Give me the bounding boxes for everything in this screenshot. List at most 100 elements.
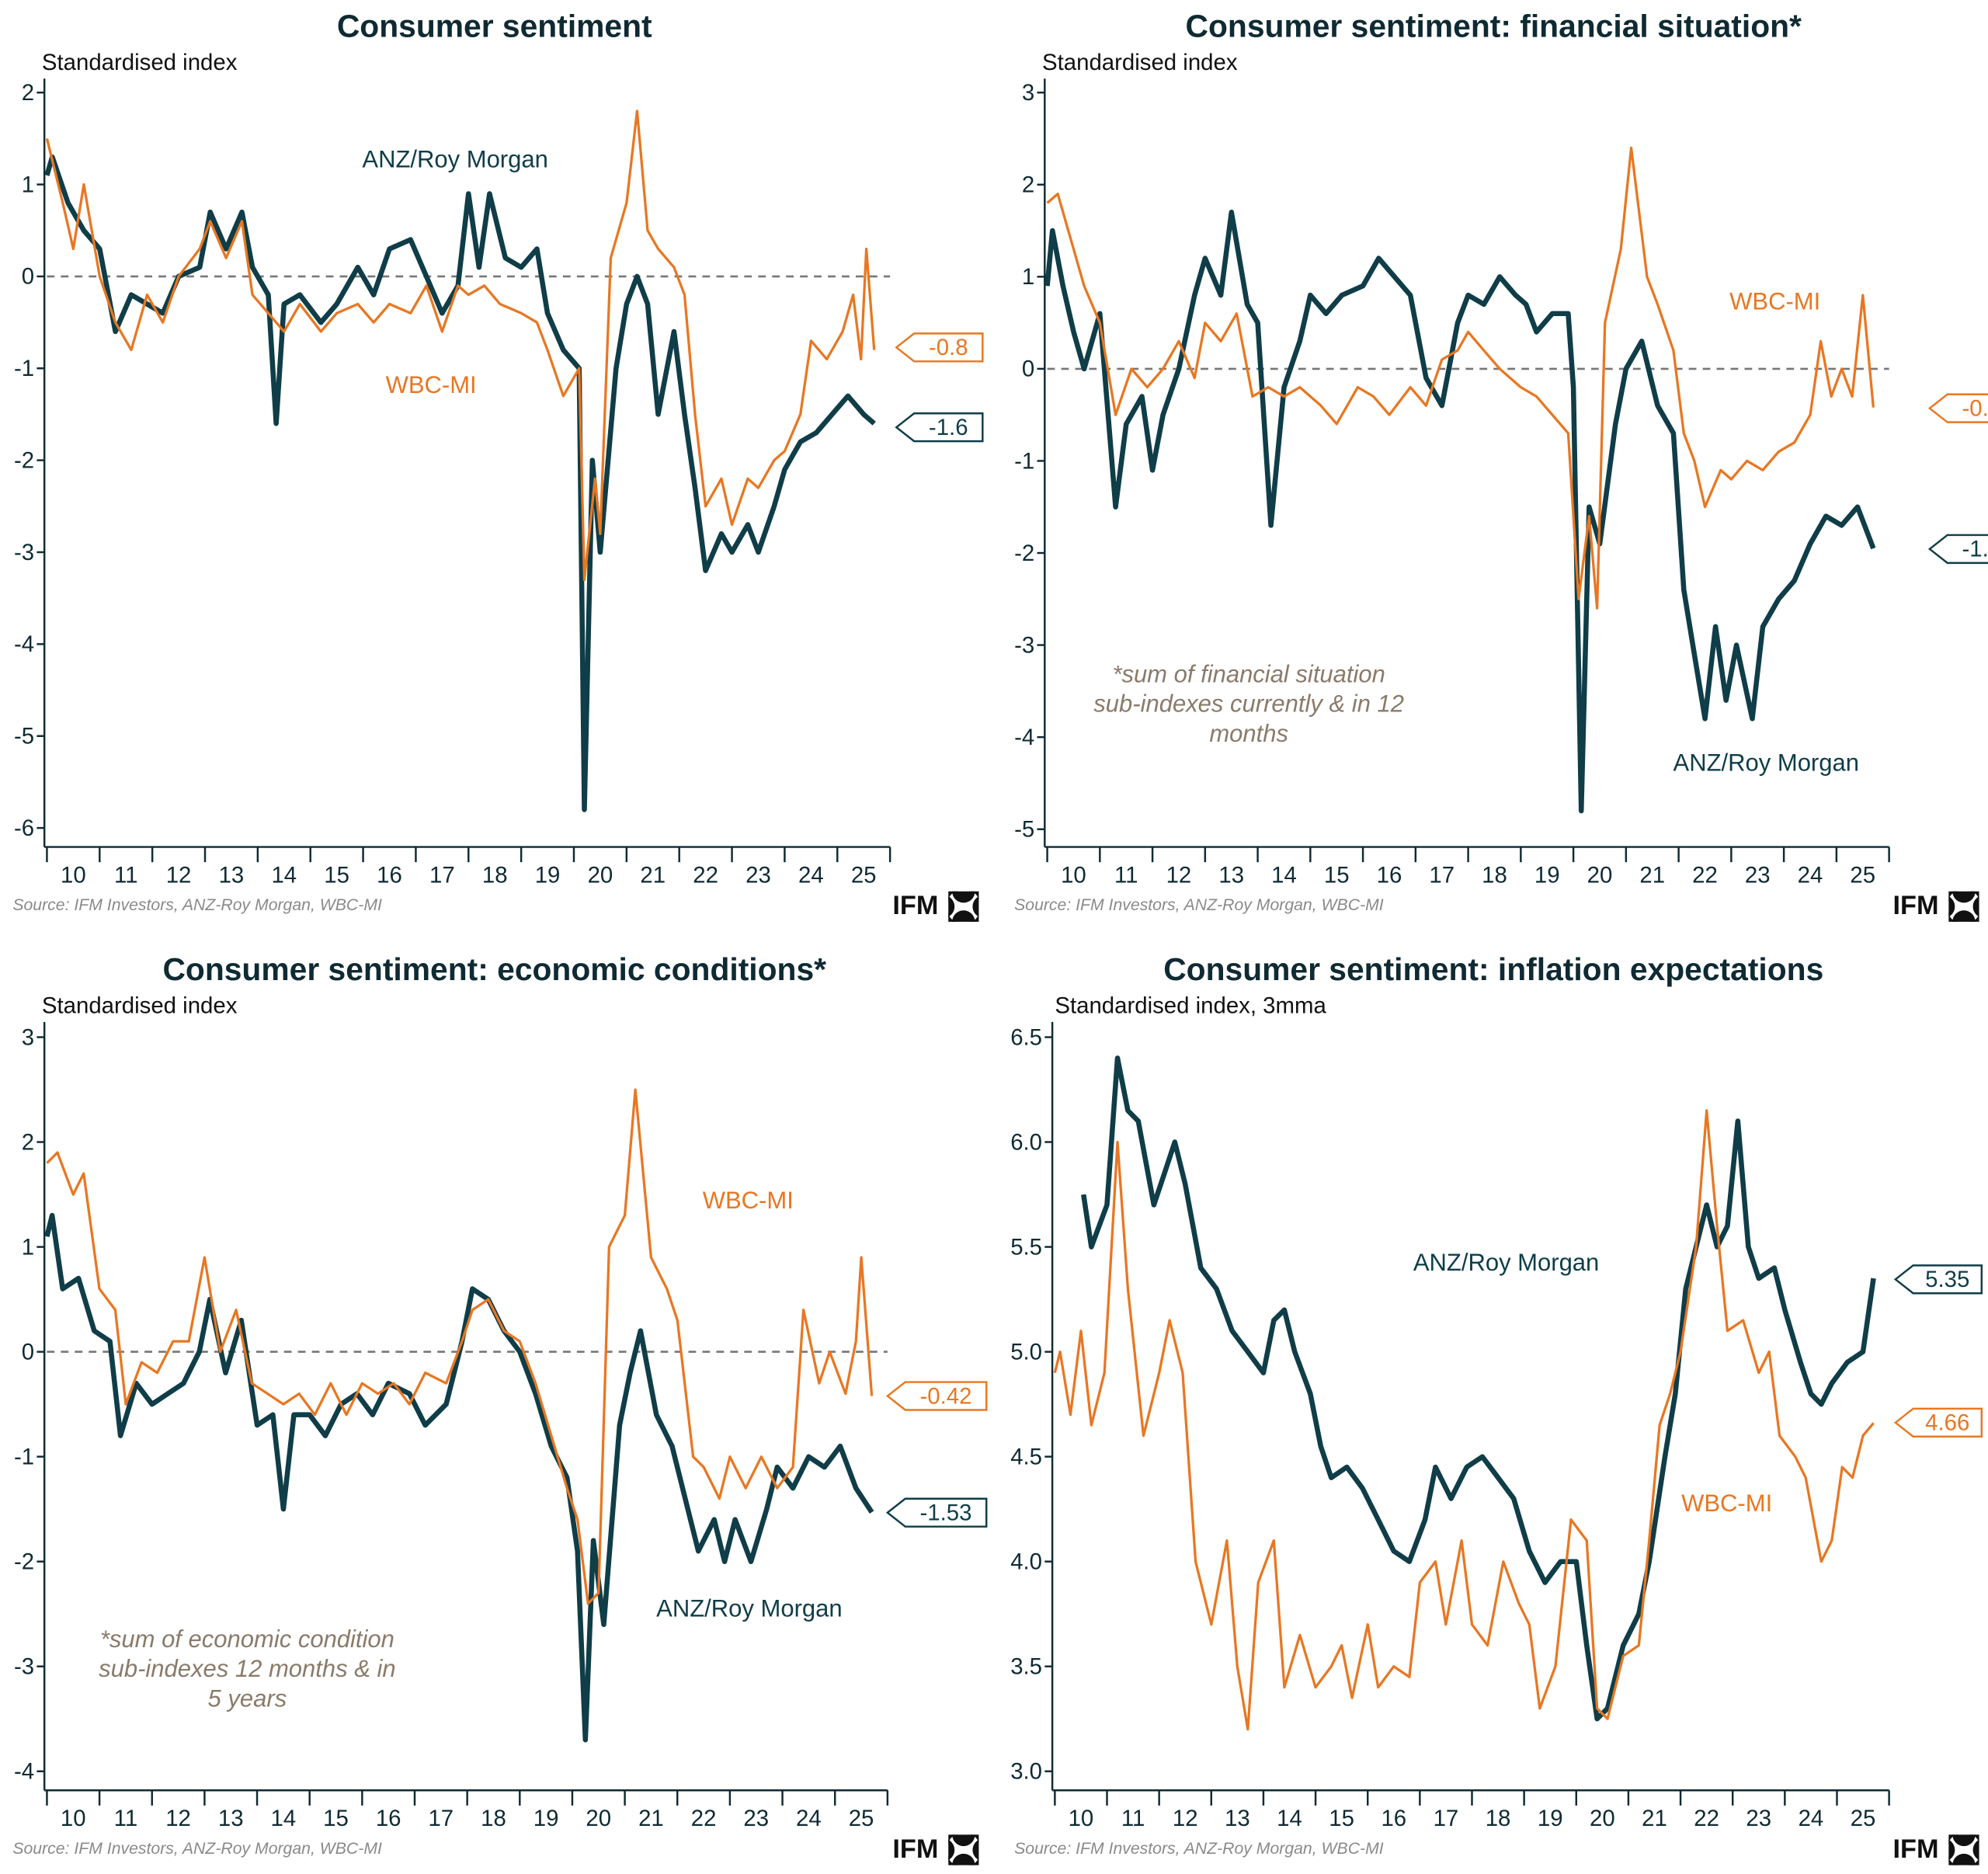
- x-tick-label: 15: [1324, 862, 1350, 888]
- series-line-anz: [1044, 210, 1876, 814]
- chart-panel-4: Consumer sentiment: inflation expectatio…: [1010, 951, 1983, 1865]
- footnote-line: sub-indexes 12 months & in: [99, 1655, 396, 1682]
- x-tick-label: 21: [1642, 1806, 1667, 1831]
- x-tick-label: 23: [743, 1806, 769, 1831]
- y-tick-label: 4.0: [1010, 1549, 1042, 1574]
- series-line-wbc: [1046, 146, 1875, 610]
- end-value-label-anz: -1.53: [919, 1500, 971, 1526]
- source-note: Source: IFM Investors, ANZ-Roy Morgan, W…: [1014, 1840, 1384, 1858]
- x-tick-label: 12: [1173, 1806, 1198, 1831]
- y-tick-label: -1: [1014, 448, 1034, 474]
- y-tick-label: 1: [22, 1234, 34, 1260]
- chart-title: Consumer sentiment: economic conditions*: [162, 951, 826, 987]
- x-tick-label: 13: [1218, 862, 1244, 888]
- ifm-logo: IFM: [1893, 891, 1979, 922]
- x-tick-label: 22: [691, 1806, 717, 1831]
- x-tick-label: 13: [218, 1806, 244, 1831]
- y-tick-label: -4: [1014, 725, 1034, 750]
- x-tick-label: 19: [1534, 862, 1560, 888]
- series-line-anz: [44, 154, 876, 812]
- ifm-logo: IFM: [892, 891, 979, 922]
- ifm-logo-mark-icon: [1948, 1834, 1979, 1865]
- x-tick-label: 17: [1429, 862, 1455, 888]
- series-label-wbc: WBC-MI: [1681, 1490, 1772, 1517]
- x-tick-label: 15: [323, 1806, 349, 1831]
- x-tick-label: 24: [796, 1806, 822, 1831]
- x-tick-label: 20: [588, 862, 613, 888]
- series-line-wbc: [1053, 1109, 1875, 1731]
- x-tick-label: 22: [693, 862, 718, 888]
- footnote-line: sub-indexes currently & in 12: [1093, 690, 1404, 718]
- x-tick-label: 19: [1538, 1806, 1563, 1831]
- x-tick-label: 23: [1746, 1806, 1771, 1831]
- y-tick-label: 3: [22, 1024, 34, 1050]
- ifm-logo-mark-icon: [948, 891, 979, 922]
- x-tick-label: 24: [1799, 1806, 1824, 1831]
- y-tick-label: 5.5: [1010, 1234, 1042, 1260]
- source-note: Source: IFM Investors, ANZ-Roy Morgan, W…: [12, 896, 382, 914]
- y-tick-label: -4: [14, 1759, 34, 1785]
- x-tick-label: 18: [481, 1806, 506, 1831]
- y-tick-label: -3: [1014, 632, 1034, 658]
- series-label-anz: ANZ/Roy Morgan: [1673, 749, 1859, 777]
- x-tick-label: 17: [429, 862, 455, 888]
- x-tick-label: 23: [746, 862, 771, 888]
- y-tick-label: 0: [22, 1339, 34, 1365]
- y-tick-label: -5: [14, 724, 34, 749]
- y-axis-label: Standardised index, 3mma: [1055, 993, 1326, 1018]
- logo-halves: [948, 1834, 979, 1865]
- y-tick-label: -1: [14, 356, 34, 381]
- y-tick-label: -2: [14, 447, 34, 473]
- y-tick-label: 0: [22, 264, 34, 290]
- x-tick-label: 14: [271, 1806, 297, 1831]
- series-line-anz: [1081, 1055, 1876, 1722]
- x-tick-label: 11: [114, 862, 138, 888]
- x-tick-label: 20: [1590, 1806, 1615, 1831]
- y-tick-label: 2: [22, 80, 34, 106]
- logo-halves: [1948, 891, 1979, 922]
- chart-panel-2: Consumer sentiment: financial situation*…: [1014, 8, 1988, 922]
- x-tick-label: 23: [1745, 862, 1771, 888]
- end-value-label-wbc: -0.8: [929, 335, 968, 360]
- x-tick-label: 18: [1486, 1806, 1511, 1831]
- ifm-logo: IFM: [892, 1834, 979, 1865]
- end-value-tag-anz: [1927, 534, 1988, 565]
- x-tick-label: 25: [851, 862, 877, 888]
- x-tick-label: 16: [1377, 862, 1402, 888]
- x-tick-label: 17: [428, 1806, 454, 1831]
- logo-halves: [1948, 1834, 1979, 1865]
- y-tick-label: 5.0: [1010, 1339, 1042, 1365]
- series-label-wbc: WBC-MI: [386, 371, 477, 398]
- series-line-wbc: [45, 110, 876, 582]
- ifm-logo-text: IFM: [892, 891, 938, 920]
- x-tick-label: 15: [1329, 1806, 1354, 1831]
- end-value-tag-anz: [895, 412, 984, 443]
- end-value-label-wbc: -0.42: [1962, 395, 1988, 421]
- ifm-logo: IFM: [1893, 1834, 1979, 1865]
- footnote-line: 5 years: [208, 1685, 287, 1712]
- chart-title: Consumer sentiment: inflation expectatio…: [1163, 951, 1823, 987]
- series-label-anz: ANZ/Roy Morgan: [656, 1595, 842, 1622]
- x-tick-label: 14: [1277, 1806, 1302, 1831]
- y-tick-label: 1: [22, 172, 34, 197]
- x-tick-label: 12: [166, 862, 192, 888]
- x-tick-label: 10: [1061, 862, 1086, 888]
- x-tick-label: 25: [1850, 862, 1875, 888]
- x-tick-label: 10: [61, 1806, 86, 1831]
- y-tick-label: 2: [1022, 172, 1034, 198]
- end-value-label-anz: 5.35: [1925, 1267, 1969, 1292]
- y-tick-label: -2: [1014, 541, 1034, 566]
- y-tick-label: 3.5: [1010, 1654, 1042, 1680]
- y-tick-label: -5: [1014, 817, 1034, 843]
- y-tick-label: 4.5: [1010, 1444, 1042, 1469]
- x-tick-label: 19: [533, 1806, 559, 1831]
- x-tick-label: 10: [61, 862, 86, 888]
- x-tick-label: 11: [1121, 1806, 1145, 1831]
- ifm-logo-text: IFM: [892, 1834, 938, 1864]
- logo-halves: [948, 891, 979, 922]
- x-tick-label: 25: [1851, 1806, 1876, 1831]
- y-tick-label: 2: [22, 1129, 34, 1155]
- footnote-line: months: [1209, 720, 1288, 747]
- y-tick-label: 3: [1022, 80, 1034, 106]
